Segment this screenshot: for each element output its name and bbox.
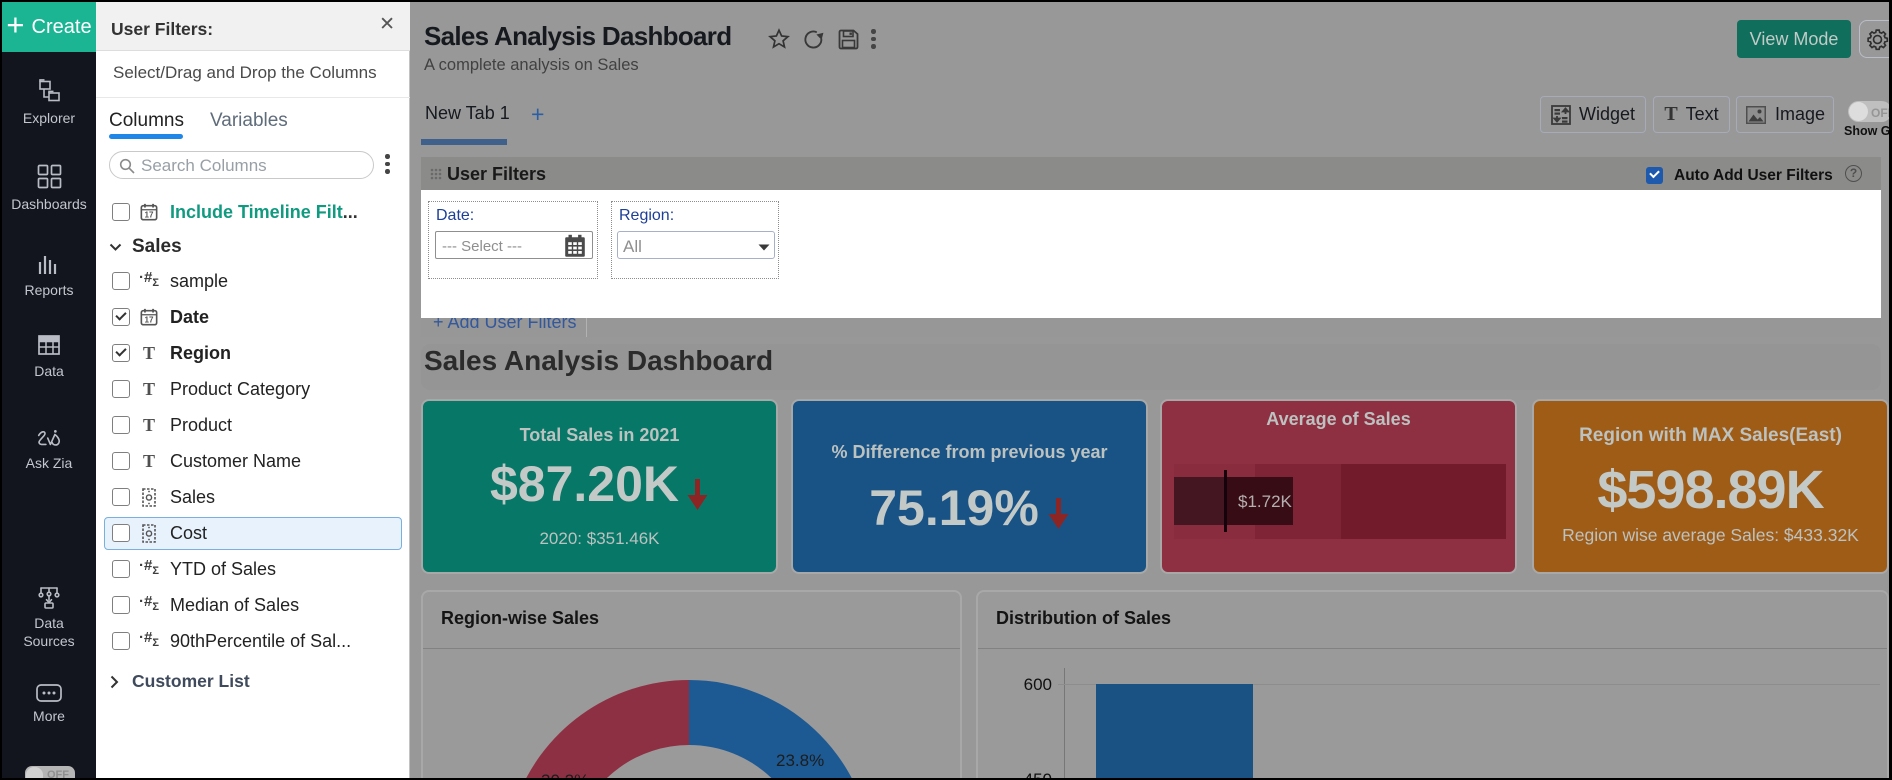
svg-text:17: 17 [145, 315, 154, 324]
svg-text:17: 17 [145, 210, 154, 219]
